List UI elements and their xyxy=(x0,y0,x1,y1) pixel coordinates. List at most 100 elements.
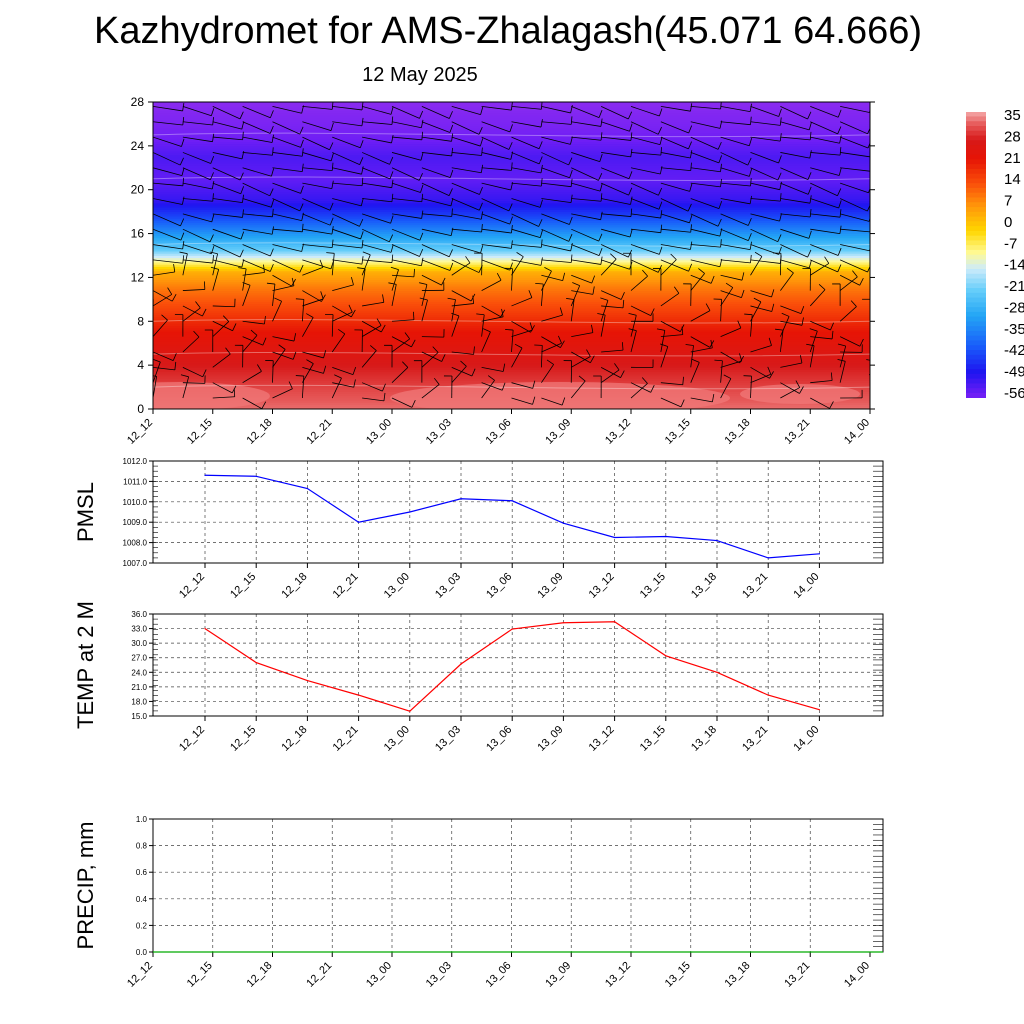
wind-barb xyxy=(780,244,808,258)
wind-barb-feather xyxy=(179,251,188,255)
wind-barb xyxy=(630,305,651,317)
wind-barb xyxy=(182,382,205,384)
temperature-band xyxy=(153,290,870,294)
y-axis-label: TEMP at 2 M xyxy=(73,601,98,729)
wind-barb-feather xyxy=(288,381,293,389)
wind-barb-feather xyxy=(388,282,397,285)
wind-barb xyxy=(750,198,781,202)
wind-barb-feather xyxy=(479,138,484,147)
wind-barb-feather xyxy=(771,289,775,298)
wind-barb-feather xyxy=(269,263,274,272)
wind-barb-feather xyxy=(361,177,364,186)
wind-barb-feather xyxy=(658,201,663,210)
wind-barb-feather xyxy=(382,294,385,303)
wind-barb-feather xyxy=(680,399,685,408)
wind-barb-feather xyxy=(299,264,304,273)
wind-barb xyxy=(660,346,669,368)
temperature-band xyxy=(153,358,870,362)
wind-barb xyxy=(153,167,183,176)
wind-barb-feather xyxy=(532,396,536,405)
temperature-band xyxy=(153,123,870,127)
temperature-band xyxy=(153,222,870,226)
wind-barb xyxy=(212,213,243,218)
x-tick-label: 14_00 xyxy=(791,571,821,601)
wind-barb xyxy=(810,198,839,209)
temperature-band xyxy=(153,171,870,175)
y-tick-label: 28 xyxy=(131,95,145,109)
colorbar-swatch xyxy=(966,168,986,175)
wind-barb-feather xyxy=(264,316,266,325)
y-tick-label: 1010.0 xyxy=(123,498,148,507)
wind-barb xyxy=(391,167,420,181)
wind-barb-feather xyxy=(411,339,416,348)
x-tick-label: 13_06 xyxy=(484,960,514,990)
wind-barb xyxy=(302,244,333,249)
wind-barb-feather xyxy=(831,330,834,339)
wind-barb-feather xyxy=(330,261,334,270)
wind-barb-feather xyxy=(300,139,304,148)
wind-barb-feather xyxy=(180,374,189,378)
y-tick-label: 30.0 xyxy=(131,639,147,648)
temperature-band xyxy=(153,206,870,210)
wind-barb-feather xyxy=(867,204,870,212)
wind-barb-feather xyxy=(610,253,617,260)
x-tick-label: 14_00 xyxy=(842,960,872,990)
wind-barb-feather xyxy=(809,195,812,204)
x-tick-label: 12_21 xyxy=(331,724,361,754)
wind-barb xyxy=(600,121,630,132)
wind-barb xyxy=(810,380,833,384)
wind-barb xyxy=(332,105,363,111)
wind-barb-feather xyxy=(837,126,842,135)
wind-barb xyxy=(302,298,324,307)
wind-barb xyxy=(750,136,781,142)
wind-barb xyxy=(630,182,659,196)
wind-barb xyxy=(272,284,276,306)
wind-barb-feather xyxy=(257,364,262,372)
wind-barb-feather xyxy=(334,374,342,379)
temperature-band xyxy=(153,215,870,219)
x-tick-label: 13_09 xyxy=(535,724,565,754)
temperature-band xyxy=(153,338,870,342)
wind-barb xyxy=(660,334,683,338)
wind-barb-feather xyxy=(778,108,782,117)
temperature-band xyxy=(153,136,870,140)
wind-barb-feather xyxy=(867,127,870,134)
temperature-band xyxy=(153,149,870,153)
temperature-band xyxy=(153,103,870,107)
wind-barb xyxy=(391,367,409,383)
temperature-band xyxy=(153,114,870,118)
wind-barb-feather xyxy=(266,282,275,285)
wind-barb xyxy=(272,121,300,135)
wind-barb-feather xyxy=(839,225,842,234)
temperature-band xyxy=(153,116,870,120)
y-axis-label: PRECIP, mm xyxy=(73,822,98,950)
wind-barb-feather xyxy=(331,226,334,235)
y-tick-label: 0.6 xyxy=(136,868,148,877)
wind-barb xyxy=(720,287,734,307)
data-point xyxy=(767,557,769,559)
wind-barb xyxy=(571,121,601,127)
x-tick-label: 13_15 xyxy=(663,960,693,990)
x-tick-label: 13_18 xyxy=(689,571,719,601)
wind-barb-feather xyxy=(749,103,752,112)
temperature-band xyxy=(153,182,870,186)
wind-barb xyxy=(332,244,363,249)
wind-barb-feather xyxy=(628,312,637,316)
wind-barb xyxy=(601,305,624,309)
wind-barb xyxy=(242,121,271,134)
wind-barb-feather xyxy=(689,215,693,223)
y-tick-label: 15.0 xyxy=(131,712,147,721)
colorbar-swatch xyxy=(966,235,986,241)
colorbar-swatch xyxy=(966,130,986,137)
wind-barb-feather xyxy=(291,278,296,287)
wind-barb xyxy=(720,244,751,250)
wind-barb xyxy=(212,167,241,181)
colorbar-swatch xyxy=(966,173,986,180)
wind-barb xyxy=(810,167,840,176)
wind-barb-feather xyxy=(181,138,185,147)
wind-barb xyxy=(242,213,273,218)
y-tick-label: 0.0 xyxy=(136,948,148,957)
wind-barb xyxy=(630,167,661,175)
temperature-band xyxy=(153,351,870,355)
wind-barb-feather xyxy=(193,330,200,338)
